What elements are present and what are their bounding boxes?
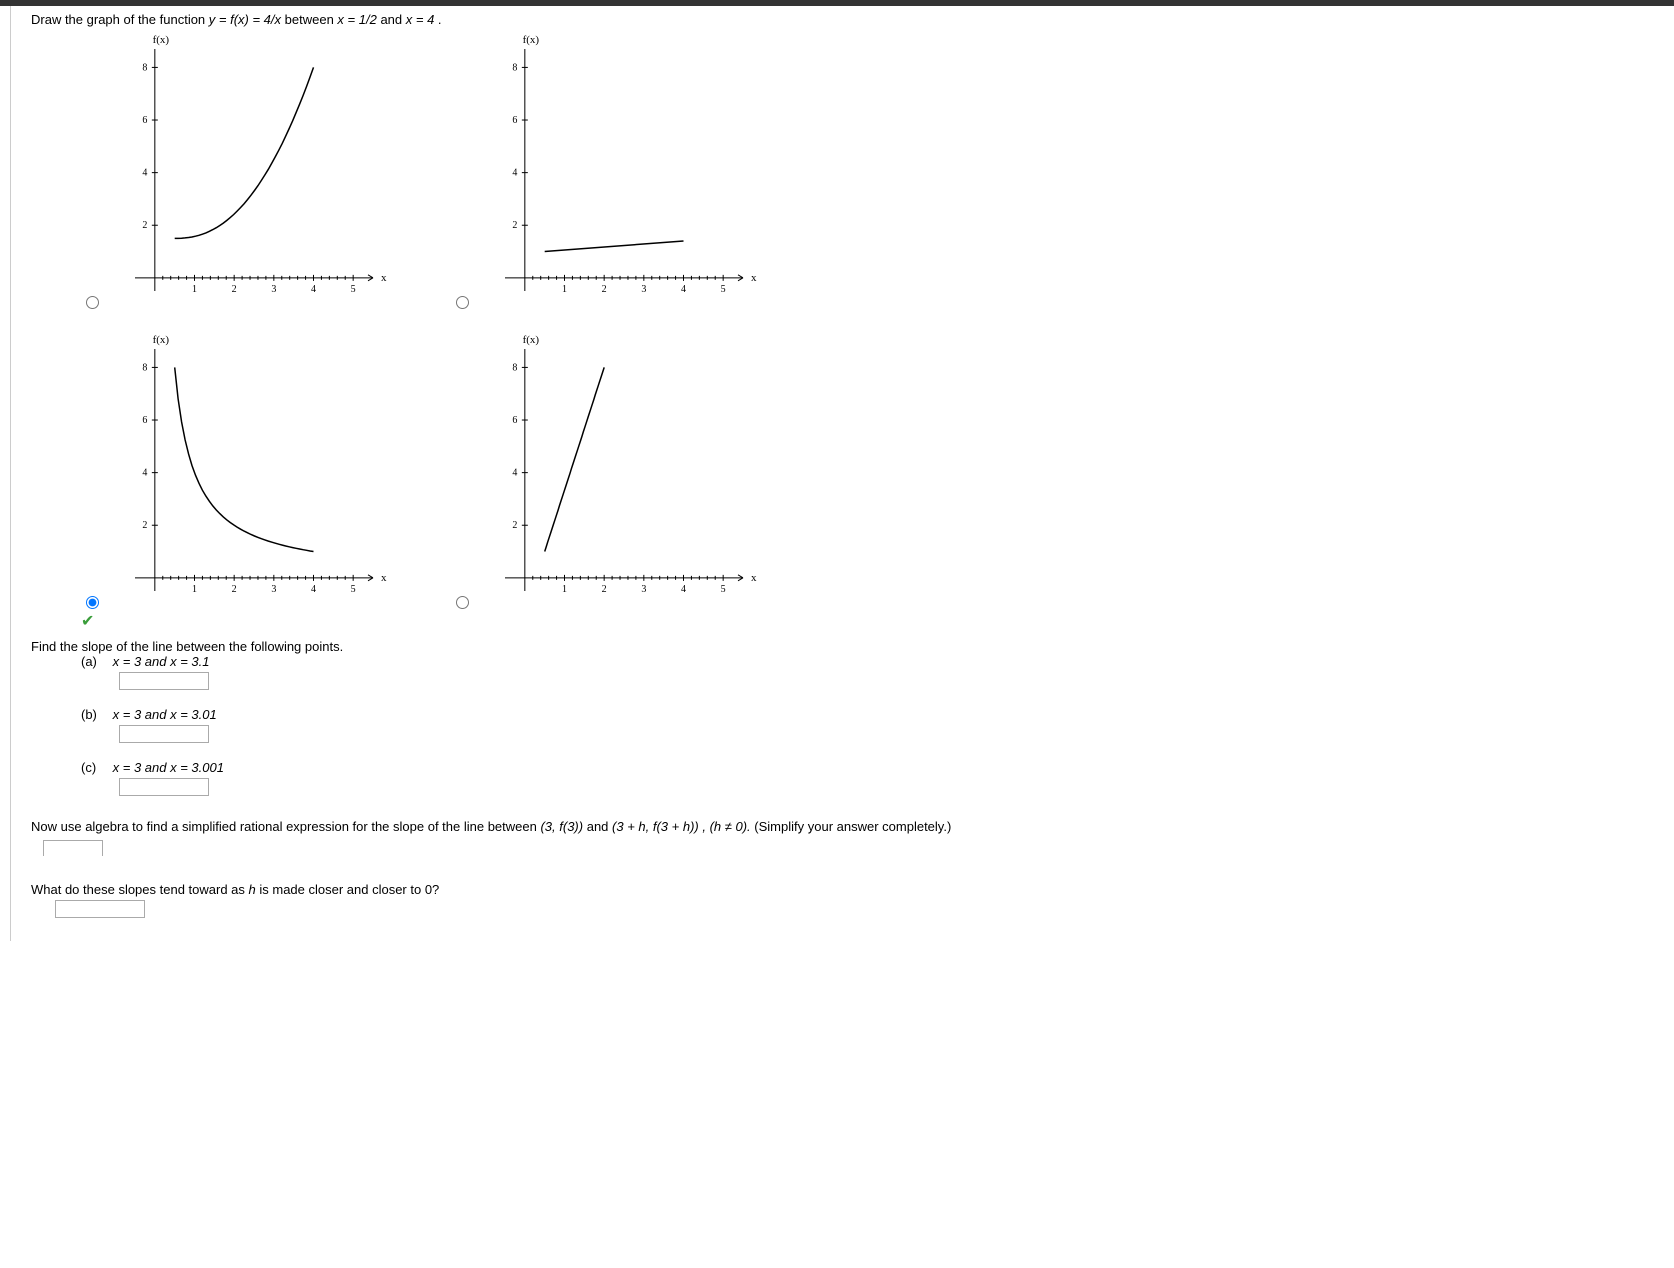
graph-radio-a[interactable] [86, 296, 99, 309]
algebra-and: and [587, 819, 612, 834]
svg-text:f(x): f(x) [153, 34, 170, 46]
svg-text:6: 6 [512, 415, 517, 426]
svg-text:f(x): f(x) [523, 334, 540, 346]
graph-radio-d[interactable] [456, 596, 469, 609]
svg-text:8: 8 [142, 362, 147, 373]
svg-text:5: 5 [351, 284, 356, 295]
svg-text:6: 6 [142, 115, 147, 126]
svg-text:3: 3 [271, 284, 276, 295]
part-label: (b) [81, 707, 109, 722]
svg-text:1: 1 [192, 584, 197, 595]
part-a: (a) x = 3 and x = 3.1 [81, 654, 1654, 693]
answer-input-a[interactable] [119, 672, 209, 690]
svg-text:f(x): f(x) [153, 334, 170, 346]
prompt-prefix: Draw the graph of the function [31, 12, 209, 27]
algebra-suffix: (Simplify your answer completely.) [754, 819, 951, 834]
point1: (3, f(3)) [540, 819, 583, 834]
svg-text:4: 4 [681, 284, 686, 295]
slope-section: Find the slope of the line between the f… [31, 639, 1654, 799]
svg-text:8: 8 [142, 62, 147, 73]
correct-check-icon: ✔ [81, 611, 94, 631]
svg-text:2: 2 [142, 520, 147, 531]
svg-text:4: 4 [311, 584, 316, 595]
svg-text:2: 2 [232, 584, 237, 595]
graph-plot-c: f(x) x 1 2 3 4 5 2 4 6 8 [107, 329, 387, 619]
answer-input-limit[interactable] [55, 900, 145, 918]
svg-text:x: x [381, 572, 387, 584]
svg-text:4: 4 [311, 284, 316, 295]
part-text: x = 3 and x = 3.001 [113, 760, 224, 775]
graph-option-a: f(x) x 1 2 3 4 5 2 4 6 8 [81, 29, 431, 319]
graph-option-d: f(x) x 1 2 3 4 5 2 4 6 8 [451, 329, 801, 619]
x-start: x = 1/2 [337, 12, 376, 27]
point2: (3 + h, f(3 + h)) [612, 819, 699, 834]
limit-prompt: What do these slopes tend toward as h is… [31, 882, 439, 897]
period: . [438, 12, 442, 27]
algebra-prefix: Now use algebra to find a simplified rat… [31, 819, 540, 834]
graph-plot-b: f(x) x 1 2 3 4 5 2 4 6 8 [477, 29, 757, 319]
answer-input-algebra[interactable] [43, 840, 103, 856]
svg-text:4: 4 [512, 468, 517, 479]
condition: , (h ≠ 0). [702, 819, 750, 834]
svg-text:4: 4 [512, 168, 517, 179]
main-prompt: Draw the graph of the function y = f(x) … [31, 12, 1654, 27]
svg-text:x: x [381, 272, 387, 284]
part-text: x = 3 and x = 3.1 [113, 654, 210, 669]
part-label: (c) [81, 760, 109, 775]
svg-text:4: 4 [142, 168, 147, 179]
svg-text:2: 2 [602, 284, 607, 295]
part-label: (a) [81, 654, 109, 669]
between-text: between [285, 12, 338, 27]
svg-text:8: 8 [512, 62, 517, 73]
part-b: (b) x = 3 and x = 3.01 [81, 707, 1654, 746]
graph-plot-d: f(x) x 1 2 3 4 5 2 4 6 8 [477, 329, 757, 619]
svg-text:5: 5 [721, 284, 726, 295]
part-c: (c) x = 3 and x = 3.001 [81, 760, 1654, 799]
question-content: Draw the graph of the function y = f(x) … [10, 6, 1674, 941]
and-text: and [380, 12, 405, 27]
graph-plot-a: f(x) x 1 2 3 4 5 2 4 6 8 [107, 29, 387, 319]
x-end: x = 4 [406, 12, 435, 27]
graph-radio-b[interactable] [456, 296, 469, 309]
answer-input-c[interactable] [119, 778, 209, 796]
graph-option-b: f(x) x 1 2 3 4 5 2 4 6 8 [451, 29, 801, 319]
svg-text:2: 2 [232, 284, 237, 295]
graph-option-c: f(x)x123452468✔ [81, 329, 431, 619]
svg-text:3: 3 [641, 284, 646, 295]
svg-text:1: 1 [562, 584, 567, 595]
equation: y = f(x) = 4/x [209, 12, 285, 27]
svg-text:f(x): f(x) [523, 34, 540, 46]
svg-text:2: 2 [142, 220, 147, 231]
svg-text:1: 1 [192, 284, 197, 295]
svg-text:x: x [751, 572, 757, 584]
svg-text:6: 6 [142, 415, 147, 426]
graph-radio-c[interactable] [86, 596, 99, 609]
svg-text:3: 3 [271, 584, 276, 595]
svg-text:x: x [751, 272, 757, 284]
svg-text:2: 2 [602, 584, 607, 595]
slope-prompt: Find the slope of the line between the f… [31, 639, 1654, 654]
svg-text:6: 6 [512, 115, 517, 126]
graphs-grid: f(x) x 1 2 3 4 5 2 4 6 8 f(x) x 1 2 3 4 5 2 4 6 8 f(x) x 1 2 3 4 5 2 4… [81, 29, 801, 619]
svg-text:2: 2 [512, 520, 517, 531]
part-text: x = 3 and x = 3.01 [113, 707, 217, 722]
svg-text:5: 5 [351, 584, 356, 595]
limit-section: What do these slopes tend toward as h is… [31, 882, 1654, 921]
svg-text:1: 1 [562, 284, 567, 295]
svg-text:5: 5 [721, 584, 726, 595]
svg-text:4: 4 [142, 468, 147, 479]
algebra-section: Now use algebra to find a simplified rat… [31, 819, 1654, 856]
svg-text:2: 2 [512, 220, 517, 231]
svg-text:8: 8 [512, 362, 517, 373]
answer-input-b[interactable] [119, 725, 209, 743]
svg-text:3: 3 [641, 584, 646, 595]
svg-text:4: 4 [681, 584, 686, 595]
